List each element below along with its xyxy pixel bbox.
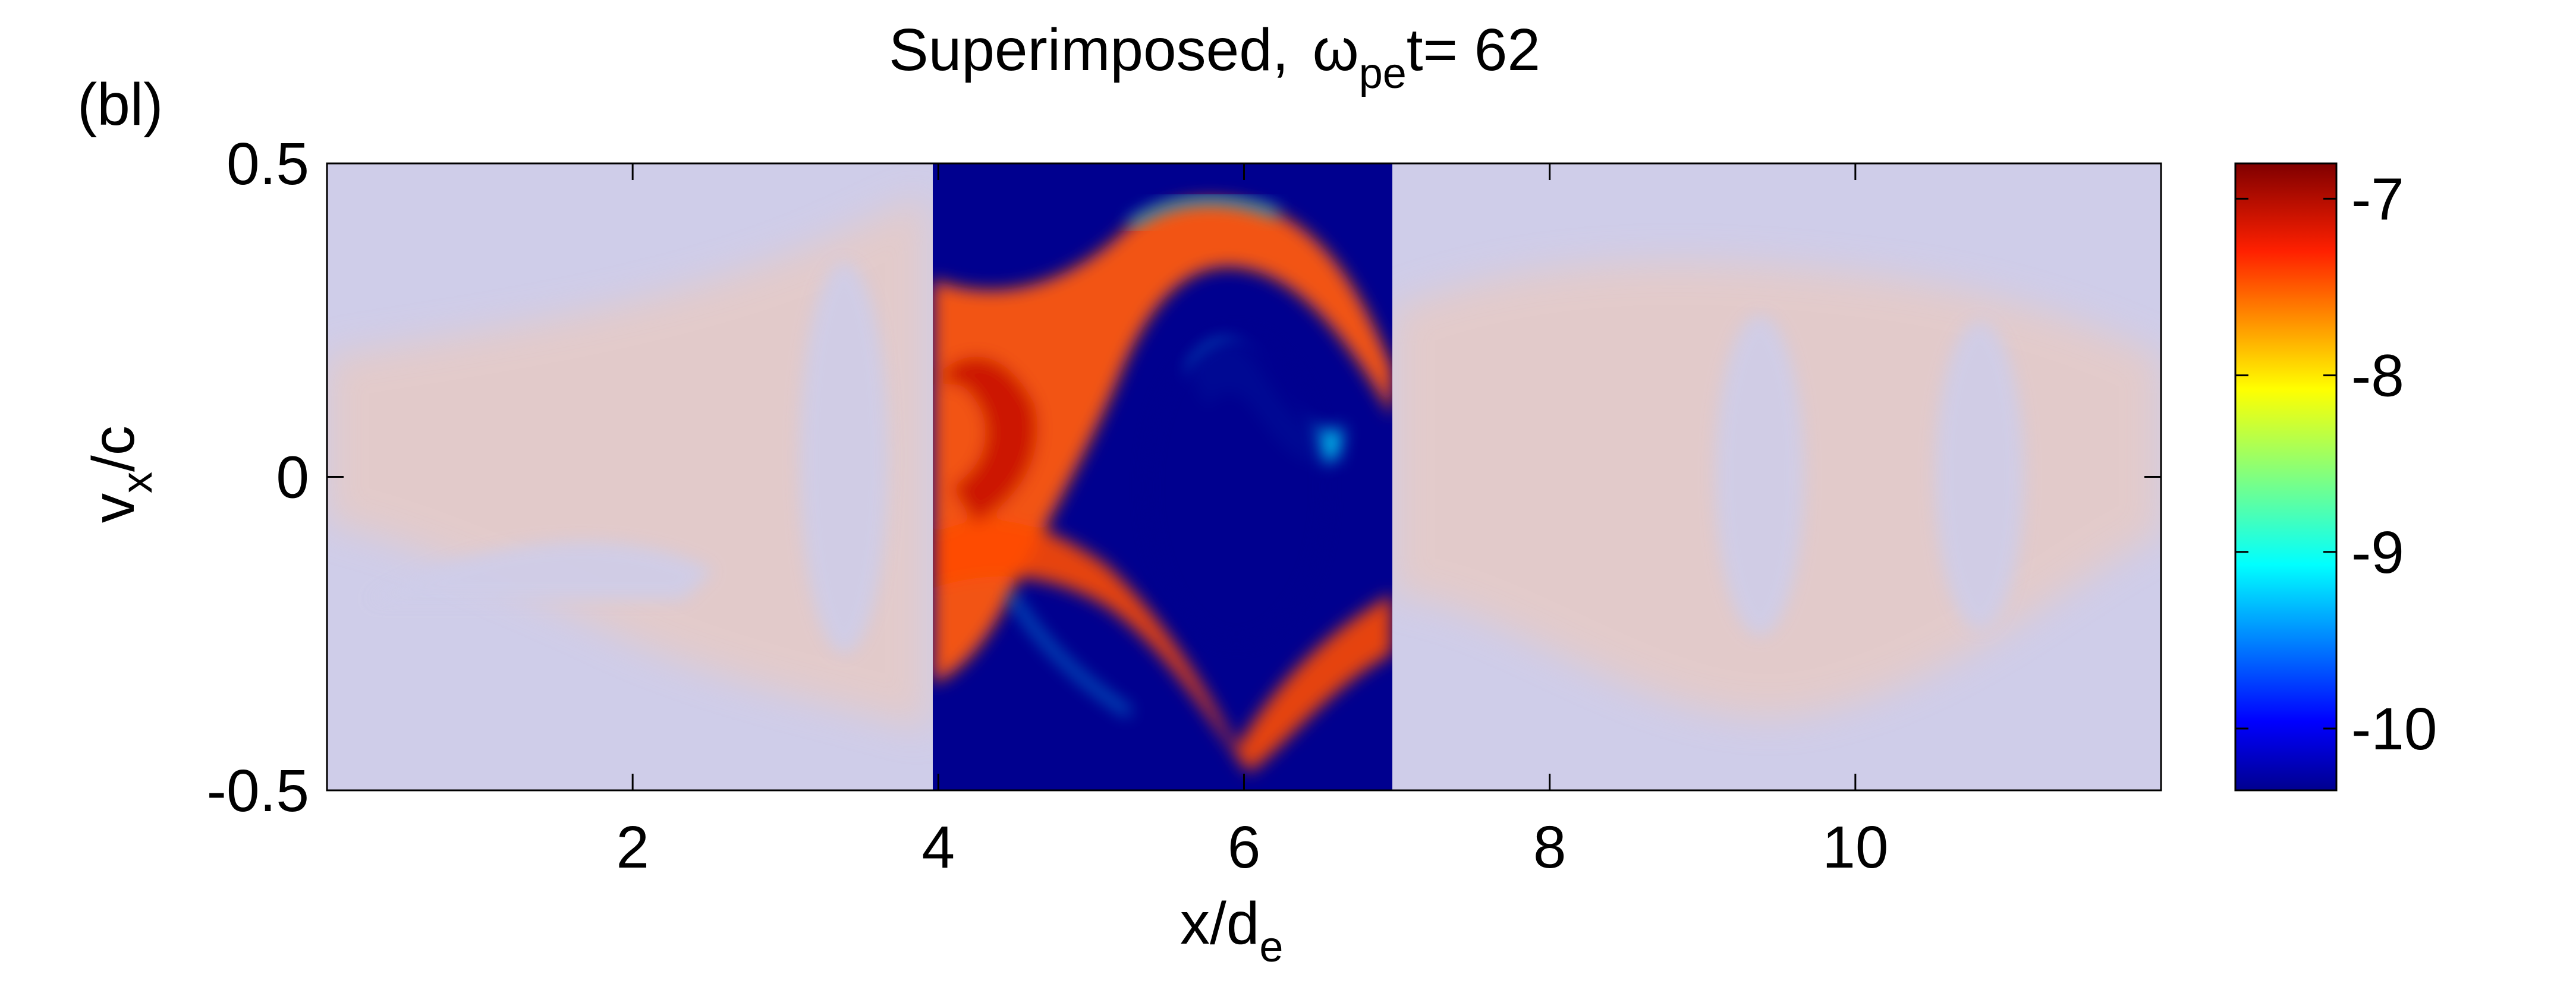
colorbar-ticks: -7 -8 -9 -10	[2235, 166, 2437, 762]
x-tick-label: 10	[1822, 814, 1888, 881]
x-axis-label: x/de	[1180, 890, 1283, 971]
x-tick-label: 4	[922, 814, 955, 881]
x-tick-label: 2	[616, 814, 649, 881]
chart-title: Superimposed, ωpet= 62	[889, 17, 1540, 97]
colorbar	[2235, 163, 2336, 790]
y-tick-label: 0.5	[227, 131, 309, 197]
y-tick-label: -0.5	[207, 758, 309, 824]
colorbar-tick-label: -10	[2351, 696, 2437, 762]
colorbar-tick-label: -9	[2351, 519, 2404, 586]
colorbar-tick-label: -7	[2351, 166, 2404, 232]
colorbar-tick-label: -8	[2351, 343, 2404, 409]
x-tick-label: 8	[1533, 814, 1567, 881]
highlight-window	[933, 163, 1392, 790]
y-tick-label: 0	[276, 444, 309, 511]
colorbar-frame	[2234, 162, 2338, 792]
faded-holes	[369, 261, 2024, 654]
y-ticks: -0.5 0 0.5	[207, 131, 2161, 824]
panel-label: (bl)	[77, 71, 163, 138]
x-ticks: 2 4 6 8 10	[616, 163, 1888, 881]
y-axis-label: vx/c	[80, 425, 161, 523]
x-tick-label: 6	[1228, 814, 1261, 881]
